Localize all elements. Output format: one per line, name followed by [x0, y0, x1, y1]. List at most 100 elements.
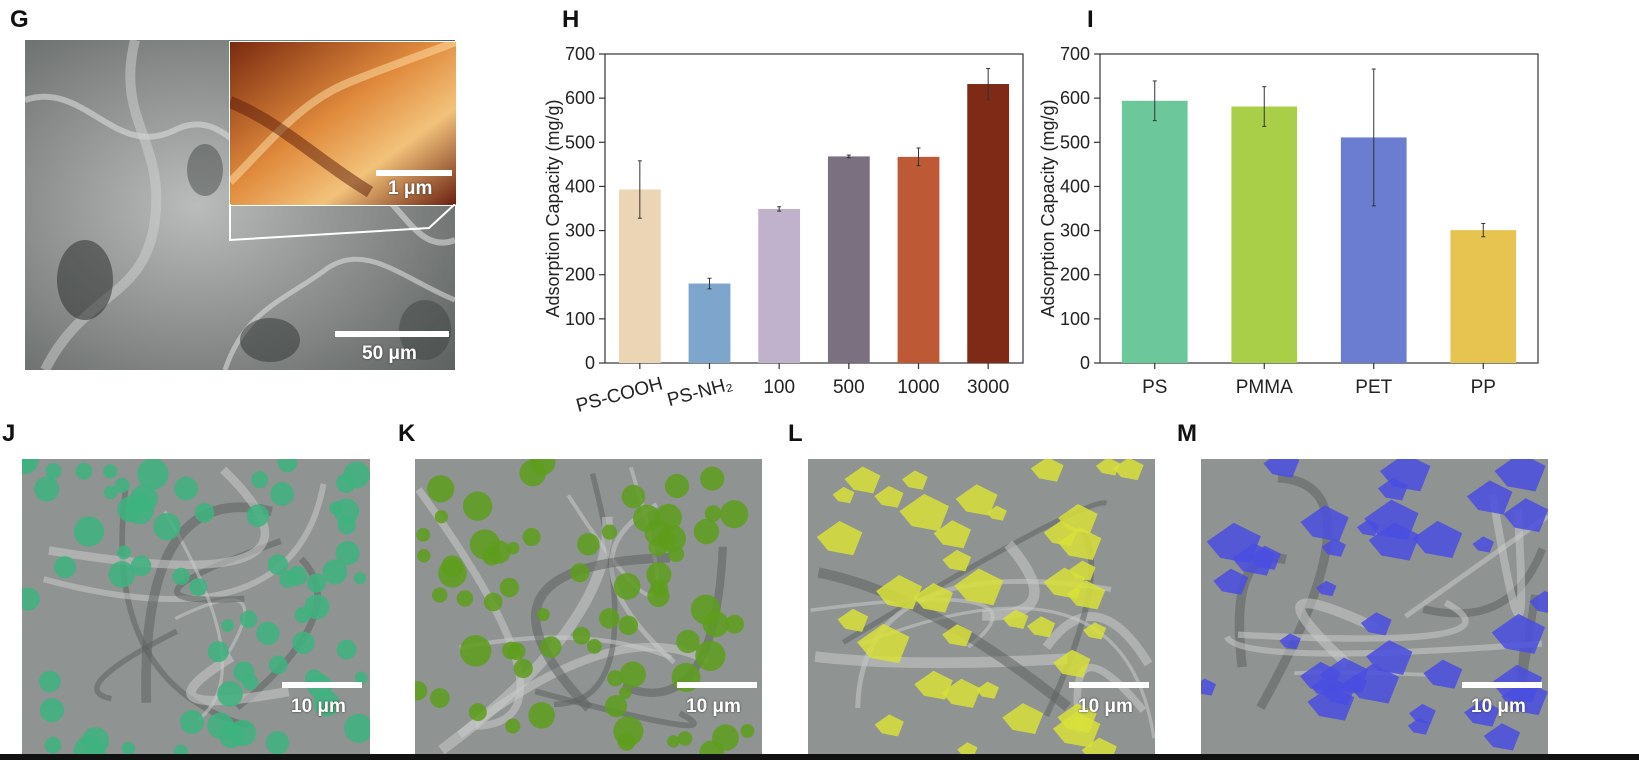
- panel-letter-j: J: [2, 420, 16, 447]
- particle: [530, 459, 556, 476]
- particle: [618, 615, 639, 636]
- particle: [1322, 680, 1355, 706]
- bar-pmma: [1231, 106, 1298, 363]
- particle: [39, 698, 65, 723]
- particle: [270, 482, 294, 506]
- particle: [586, 638, 602, 654]
- y-tick-label: 0: [585, 353, 595, 373]
- y-axis-label: Adsorption Capacity (mg/g): [543, 99, 563, 317]
- particle: [415, 680, 428, 701]
- particle: [1027, 616, 1056, 638]
- particle: [468, 703, 487, 722]
- particle: [268, 655, 288, 675]
- fiber: [1224, 635, 1543, 657]
- particle: [874, 485, 904, 508]
- particle: [1095, 459, 1121, 476]
- particle: [267, 554, 289, 576]
- particle: [1058, 504, 1098, 534]
- scale-bar-m: [1462, 682, 1542, 688]
- particle: [986, 505, 1007, 521]
- particle: [522, 527, 541, 547]
- y-axis-label: Adsorption Capacity (mg/g): [1040, 99, 1058, 317]
- fiber: [1422, 547, 1547, 618]
- scale-label-k: 10 μm: [686, 696, 741, 717]
- bar-ps-nh-: [688, 283, 731, 363]
- particle: [844, 466, 881, 494]
- fiber: [817, 567, 1072, 712]
- particle: [189, 578, 208, 597]
- particle: [246, 504, 270, 527]
- particle: [1052, 712, 1101, 748]
- particle: [38, 670, 61, 693]
- particle: [1529, 590, 1548, 613]
- particle: [570, 563, 590, 583]
- particle: [1412, 520, 1463, 559]
- particle: [73, 516, 105, 547]
- y-tick-label: 300: [565, 221, 595, 241]
- particle: [456, 590, 474, 607]
- particle: [507, 541, 520, 555]
- fiber: [810, 597, 995, 649]
- particle: [832, 486, 855, 504]
- particle: [333, 498, 360, 524]
- particle: [1366, 640, 1413, 675]
- particle: [901, 470, 928, 490]
- x-tick-label: PS: [1142, 377, 1167, 398]
- y-tick-label: 100: [1060, 309, 1090, 329]
- particle: [121, 741, 136, 754]
- fiber: [48, 466, 269, 570]
- y-tick-label: 200: [565, 265, 595, 285]
- particle: [650, 579, 669, 598]
- scale-label-l: 10 μm: [1078, 696, 1133, 717]
- panel-letter-k: K: [398, 420, 416, 447]
- particle: [1053, 649, 1091, 678]
- panel-letter-l: L: [788, 420, 803, 447]
- particle: [1213, 568, 1249, 595]
- particle: [619, 661, 646, 688]
- particle: [75, 462, 93, 480]
- particle: [816, 520, 863, 556]
- bottom-border: [0, 754, 1639, 760]
- scale-bar-inset-g: [376, 170, 452, 176]
- particle: [277, 459, 298, 473]
- particle: [180, 710, 205, 735]
- particle: [577, 532, 600, 556]
- afm-texture-g: [230, 42, 456, 205]
- particle: [667, 735, 680, 748]
- chart-i: 0 100 200 300 400 500 600 700 Adsorption Capacit…: [1040, 44, 1539, 398]
- particle: [955, 484, 998, 516]
- fiber: [141, 502, 273, 703]
- particle: [73, 735, 106, 754]
- particle: [44, 736, 62, 754]
- particle: [279, 570, 297, 588]
- particle: [306, 573, 327, 593]
- x-tick-label: 500: [833, 377, 865, 398]
- particle: [117, 545, 131, 560]
- sem-texture-k: [415, 459, 762, 754]
- y-tick-label: 100: [565, 309, 595, 329]
- particle: [173, 744, 188, 754]
- particle: [1002, 609, 1029, 629]
- particle: [712, 724, 739, 751]
- particle: [417, 549, 431, 563]
- panel-letter-m: M: [1177, 420, 1197, 447]
- x-tick-label: PS-COOH: [574, 374, 665, 417]
- particle: [53, 556, 76, 579]
- particle: [1300, 505, 1349, 542]
- particle: [137, 459, 169, 490]
- bar-3000: [967, 84, 1010, 363]
- fiber: [1295, 598, 1379, 668]
- particle: [513, 658, 533, 679]
- particle: [427, 475, 455, 503]
- particle: [1113, 459, 1144, 481]
- particle: [434, 510, 448, 524]
- particle: [313, 690, 340, 717]
- scale-bar-main-g: [335, 331, 449, 337]
- particle: [646, 562, 672, 588]
- plot-frame: [1099, 53, 1539, 364]
- fiber: [94, 628, 178, 702]
- x-tick-label: PMMA: [1236, 377, 1293, 398]
- particle: [1491, 613, 1546, 654]
- particle: [221, 619, 234, 632]
- particle: [114, 477, 130, 493]
